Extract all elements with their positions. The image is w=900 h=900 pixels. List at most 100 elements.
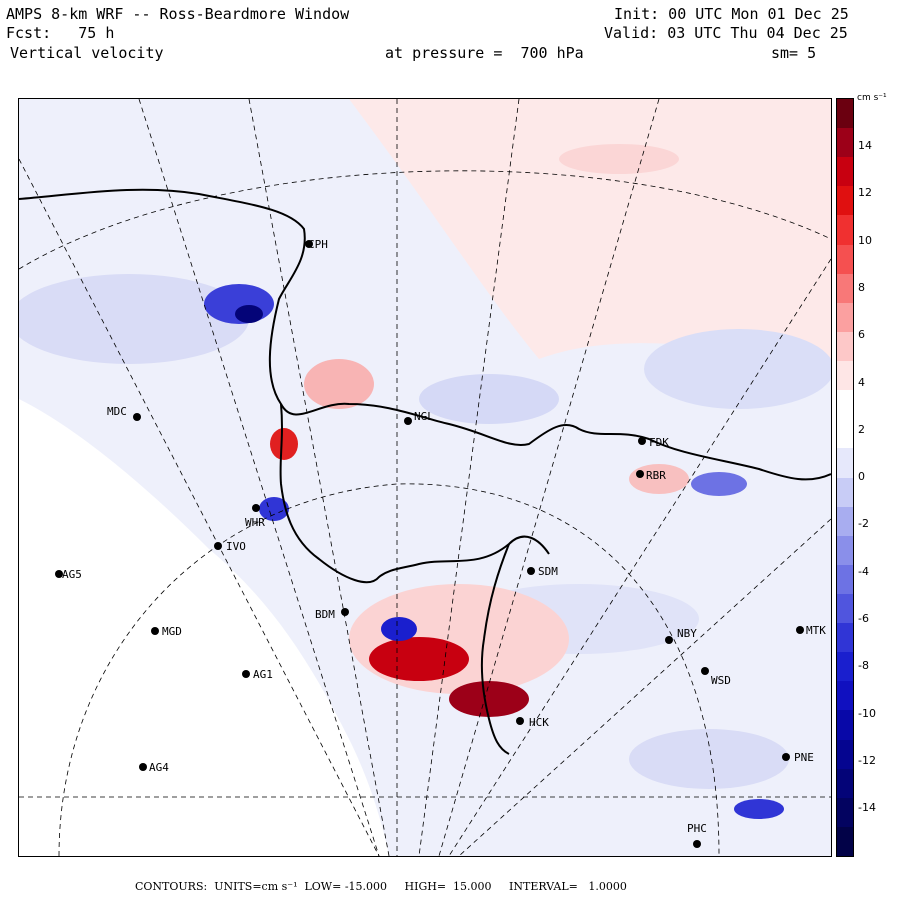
colorbar-segment bbox=[837, 273, 853, 304]
colorbar-segment bbox=[837, 157, 853, 187]
colorbar-tick-label: -14 bbox=[858, 801, 876, 815]
colorbar-segment bbox=[837, 331, 853, 362]
station-label-ag1: AG1 bbox=[253, 668, 273, 681]
strong-downward-cell bbox=[259, 497, 289, 521]
valid-time: Valid: 03 UTC Thu 04 Dec 25 bbox=[604, 24, 848, 42]
coastline bbox=[19, 188, 831, 755]
station-dot-ag4 bbox=[139, 763, 147, 771]
station-label-phc: PHC bbox=[687, 822, 707, 835]
station-label-mtk: MTK bbox=[806, 624, 826, 637]
map-title: AMPS 8-km WRF -- Ross-Beardmore Window bbox=[6, 5, 350, 23]
colorbar-tick-label: -12 bbox=[858, 753, 876, 767]
blue-blob bbox=[419, 374, 559, 424]
station-dot-fdk bbox=[638, 437, 646, 445]
colorbar-segment bbox=[837, 448, 853, 478]
pink-blob bbox=[304, 359, 374, 409]
ocean-pink-region bbox=[349, 99, 831, 359]
station-dot-rbr bbox=[636, 470, 644, 478]
colorbar-tick-label: 6 bbox=[858, 328, 865, 342]
station-dot-pne bbox=[782, 753, 790, 761]
vertical-velocity-map: CPH MDC NGL FDK RBR WHR IVO AG5 SDM BDM … bbox=[18, 98, 832, 857]
pink-blob bbox=[349, 584, 569, 694]
colorbar-segment bbox=[837, 535, 853, 566]
colorbar-segment bbox=[837, 302, 853, 333]
blue-blob bbox=[644, 329, 831, 409]
colorbar-segment bbox=[837, 99, 853, 129]
colorbar-segment bbox=[837, 768, 853, 799]
blue-blob bbox=[629, 729, 789, 789]
station-dot-ivo bbox=[214, 542, 222, 550]
strong-upward-cell bbox=[270, 428, 298, 460]
colorbar-segment bbox=[837, 215, 853, 246]
station-label-bdm: BDM bbox=[315, 608, 335, 621]
station-label-fdk: FDK bbox=[649, 436, 669, 449]
colorbar-segment bbox=[837, 128, 853, 158]
colorbar-segment bbox=[837, 681, 853, 711]
colorbar-segment bbox=[837, 564, 853, 595]
colorbar-tick-label: -4 bbox=[858, 564, 869, 578]
station-dot-whr bbox=[252, 504, 260, 512]
station-dot-ag1 bbox=[242, 670, 250, 678]
pink-blob bbox=[629, 464, 689, 494]
colorbar bbox=[836, 98, 854, 857]
station-label-hck: HCK bbox=[529, 716, 549, 729]
colorbar-segment bbox=[837, 244, 853, 275]
station-label-cph: CPH bbox=[308, 238, 328, 251]
station-dot-ag5 bbox=[55, 570, 63, 578]
station-labels: CPH MDC NGL FDK RBR WHR IVO AG5 SDM BDM … bbox=[62, 238, 826, 835]
strong-downward-cell bbox=[734, 799, 784, 819]
colorbar-tick-label: 10 bbox=[858, 233, 872, 247]
plateau-region bbox=[19, 399, 389, 856]
station-label-wsd: WSD bbox=[711, 674, 731, 687]
pink-blob bbox=[559, 144, 679, 174]
colorbar-segment bbox=[837, 797, 853, 828]
map-canvas: CPH MDC NGL FDK RBR WHR IVO AG5 SDM BDM … bbox=[19, 99, 831, 856]
station-dot-mdc bbox=[133, 413, 141, 421]
station-dot-cph bbox=[305, 240, 313, 248]
forecast-hour: Fcst: 75 h bbox=[6, 24, 115, 42]
blue-blob bbox=[19, 274, 249, 364]
downward-cell bbox=[691, 472, 747, 496]
colorbar-segment bbox=[837, 419, 853, 449]
station-label-sdm: SDM bbox=[538, 565, 558, 578]
strong-upward-cell bbox=[369, 637, 469, 681]
colorbar-tick-label: 14 bbox=[858, 139, 872, 152]
colorbar-tick-label: 12 bbox=[858, 186, 872, 200]
colorbar-tick-label: 4 bbox=[858, 375, 865, 389]
colorbar-segment bbox=[837, 186, 853, 216]
colorbar-unit: cm s⁻¹ bbox=[857, 93, 887, 103]
station-dot-wsd bbox=[701, 667, 709, 675]
strong-downward-core bbox=[235, 305, 263, 323]
strong-upward-cell bbox=[449, 681, 529, 717]
station-label-mgd: MGD bbox=[162, 625, 182, 638]
station-label-mdc: MDC bbox=[107, 405, 127, 418]
station-dot-sdm bbox=[527, 567, 535, 575]
station-dot-nby bbox=[665, 636, 673, 644]
colorbar-segment bbox=[837, 652, 853, 682]
colorbar-tick-label: -6 bbox=[858, 612, 869, 625]
station-dot-bdm bbox=[341, 608, 349, 616]
station-label-ag4: AG4 bbox=[149, 761, 169, 774]
colorbar-segment bbox=[837, 390, 853, 420]
colorbar-tick-label: -10 bbox=[858, 706, 876, 720]
colorbar-segment bbox=[837, 593, 853, 624]
colorbar-tick-label: 0 bbox=[858, 470, 865, 484]
colorbar-segment bbox=[837, 739, 853, 770]
station-label-whr: WHR bbox=[245, 516, 265, 529]
station-dot-ngl bbox=[404, 417, 412, 425]
station-markers bbox=[55, 240, 804, 848]
station-label-ivo: IVO bbox=[226, 540, 246, 553]
colorbar-tick-label: 8 bbox=[858, 280, 865, 294]
station-label-ag5: AG5 bbox=[62, 568, 82, 581]
strong-downward-cell bbox=[381, 617, 417, 641]
station-dot-mtk bbox=[796, 626, 804, 634]
graticule bbox=[19, 99, 831, 856]
colorbar-segment bbox=[837, 361, 853, 391]
colorbar-segment bbox=[837, 826, 853, 857]
station-label-ngl: NGL bbox=[414, 410, 434, 423]
init-time: Init: 00 UTC Mon 01 Dec 25 bbox=[614, 5, 849, 23]
colorbar-segment bbox=[837, 506, 853, 537]
colorbar-tick-label: -2 bbox=[858, 517, 869, 531]
station-label-rbr: RBR bbox=[646, 469, 666, 482]
station-label-pne: PNE bbox=[794, 751, 814, 764]
